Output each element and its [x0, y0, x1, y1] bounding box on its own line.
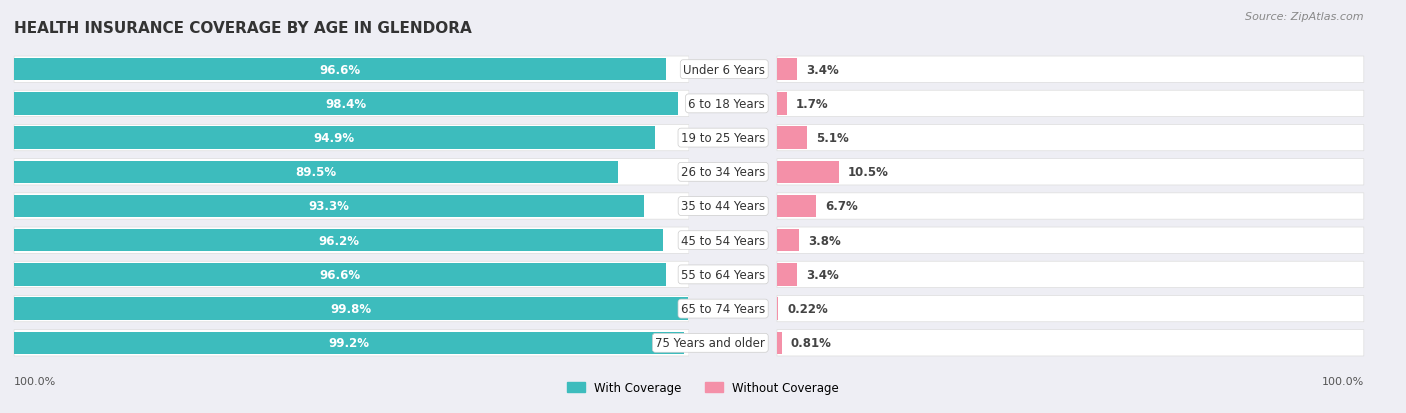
Text: 5.1%: 5.1% [815, 132, 848, 145]
FancyBboxPatch shape [14, 228, 689, 254]
Text: 93.3%: 93.3% [308, 200, 349, 213]
Text: 3.8%: 3.8% [808, 234, 841, 247]
Bar [14, 332, 683, 354]
Bar [778, 263, 797, 286]
FancyBboxPatch shape [14, 296, 689, 322]
Bar [778, 59, 797, 81]
Bar [14, 161, 619, 183]
FancyBboxPatch shape [778, 125, 1364, 152]
Text: 96.6%: 96.6% [319, 268, 360, 281]
Bar [14, 298, 688, 320]
Text: 98.4%: 98.4% [326, 97, 367, 111]
FancyBboxPatch shape [778, 159, 1364, 185]
Legend: With Coverage, Without Coverage: With Coverage, Without Coverage [562, 377, 844, 399]
Text: 89.5%: 89.5% [295, 166, 336, 179]
Bar [778, 195, 817, 218]
Text: Under 6 Years: Under 6 Years [683, 64, 765, 76]
Text: 3.4%: 3.4% [806, 64, 838, 76]
Text: HEALTH INSURANCE COVERAGE BY AGE IN GLENDORA: HEALTH INSURANCE COVERAGE BY AGE IN GLEN… [14, 21, 472, 36]
Bar [778, 93, 787, 115]
Text: 100.0%: 100.0% [14, 376, 56, 386]
Text: 75 Years and older: 75 Years and older [655, 337, 765, 349]
FancyBboxPatch shape [14, 125, 689, 152]
FancyBboxPatch shape [778, 228, 1364, 254]
Bar [14, 93, 678, 115]
Text: 94.9%: 94.9% [314, 132, 354, 145]
Text: 45 to 54 Years: 45 to 54 Years [681, 234, 765, 247]
Text: 10.5%: 10.5% [848, 166, 889, 179]
FancyBboxPatch shape [778, 330, 1364, 356]
Text: 3.4%: 3.4% [806, 268, 838, 281]
Text: Source: ZipAtlas.com: Source: ZipAtlas.com [1246, 12, 1364, 22]
FancyBboxPatch shape [14, 261, 689, 288]
FancyBboxPatch shape [778, 193, 1364, 220]
Text: 0.22%: 0.22% [787, 302, 828, 316]
Text: 6.7%: 6.7% [825, 200, 858, 213]
Bar [14, 263, 666, 286]
Text: 6 to 18 Years: 6 to 18 Years [689, 97, 765, 111]
Text: 96.6%: 96.6% [319, 64, 360, 76]
Bar [778, 161, 838, 183]
Text: 96.2%: 96.2% [318, 234, 359, 247]
Bar [778, 332, 782, 354]
FancyBboxPatch shape [14, 159, 689, 185]
Bar [14, 195, 644, 218]
FancyBboxPatch shape [778, 91, 1364, 117]
Text: 0.81%: 0.81% [790, 337, 831, 349]
Text: 100.0%: 100.0% [1322, 376, 1364, 386]
Text: 99.8%: 99.8% [330, 302, 371, 316]
FancyBboxPatch shape [14, 330, 689, 356]
Text: 55 to 64 Years: 55 to 64 Years [681, 268, 765, 281]
Bar [778, 230, 799, 252]
Text: 1.7%: 1.7% [796, 97, 828, 111]
Bar [778, 127, 807, 150]
Text: 26 to 34 Years: 26 to 34 Years [681, 166, 765, 179]
FancyBboxPatch shape [14, 57, 689, 83]
Bar [14, 127, 655, 150]
Bar [14, 59, 666, 81]
Text: 19 to 25 Years: 19 to 25 Years [681, 132, 765, 145]
Bar [14, 230, 664, 252]
FancyBboxPatch shape [778, 296, 1364, 322]
Text: 99.2%: 99.2% [328, 337, 370, 349]
FancyBboxPatch shape [778, 57, 1364, 83]
FancyBboxPatch shape [14, 193, 689, 220]
FancyBboxPatch shape [14, 91, 689, 117]
Text: 65 to 74 Years: 65 to 74 Years [681, 302, 765, 316]
Text: 35 to 44 Years: 35 to 44 Years [681, 200, 765, 213]
FancyBboxPatch shape [778, 261, 1364, 288]
